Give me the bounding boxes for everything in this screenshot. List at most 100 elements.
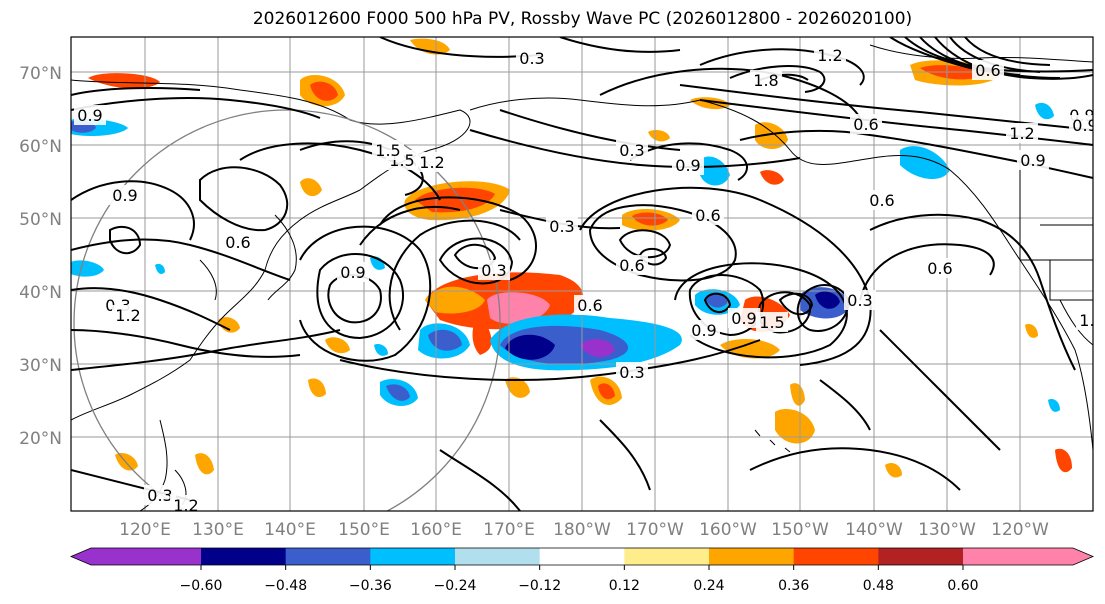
contour-label-background (372, 140, 404, 160)
contour-label-background (616, 140, 648, 160)
contour-label: 0.9 (77, 106, 102, 125)
colorbar-tick-label: −0.48 (264, 578, 307, 594)
contour-label-background (756, 312, 788, 332)
positive-anomaly-area (472, 312, 492, 355)
strong-negative-anomaly-area (815, 291, 840, 309)
positive-anomaly-area (1025, 324, 1038, 338)
contour-label-background (222, 232, 254, 252)
colorbar-segment (793, 548, 879, 565)
longitude-label: 150°E (338, 520, 390, 540)
contour-label-background (337, 262, 369, 282)
contour-label-background (728, 308, 760, 328)
latitude-label: 70°N (19, 64, 62, 84)
contour-label: 1.2 (173, 496, 198, 515)
contour-label: 0.3 (147, 486, 172, 505)
colorbar-tick-label: −0.24 (434, 578, 477, 594)
contour-label-background (1017, 150, 1049, 170)
contour-label-background (416, 152, 448, 172)
contour-label-background (688, 320, 720, 340)
colorbar-tick-label: 0.48 (863, 578, 894, 594)
colorbar-tick-label: −0.60 (180, 578, 223, 594)
latitude-labels: 70°N 60°N 50°N 40°N 30°N 20°N (19, 64, 62, 449)
positive-anomaly-area (885, 463, 902, 478)
contour-label: 0.6 (225, 233, 250, 252)
contour-label-background (1076, 310, 1093, 330)
colorbar-tick-label: 0.36 (778, 578, 809, 594)
contour-label: 0.6 (975, 61, 1000, 80)
latitude-label: 20°N (19, 429, 62, 449)
longitude-label: 120°W (991, 520, 1049, 540)
positive-anomaly-area (790, 383, 805, 406)
positive-anomaly-area (300, 178, 322, 197)
contour-label: 0.3 (519, 49, 544, 68)
reference-circle (73, 109, 501, 511)
colorbar-segment (878, 548, 964, 565)
contour-label-background (814, 45, 846, 65)
longitude-label: 140°E (264, 520, 316, 540)
contour-label-background (616, 362, 648, 382)
negative-anomaly-area (705, 294, 728, 308)
negative-anomaly-area (900, 146, 950, 180)
map-frame (70, 36, 1094, 512)
colorbar-segment (71, 548, 201, 565)
colorbar-segment (624, 548, 710, 565)
positive-anomaly-area (632, 212, 668, 226)
contour-label-background (750, 70, 782, 90)
positive-anomaly-area (648, 130, 670, 142)
colorbar-tick-label: −0.12 (518, 578, 561, 594)
contour-label: 1.2 (1079, 311, 1104, 330)
colorbar-tick-label: 0.24 (693, 578, 724, 594)
positive-anomaly-area (88, 73, 160, 89)
negative-anomaly-area (1035, 102, 1054, 120)
contour-label: 1.2 (115, 306, 140, 325)
longitude-label: 160°E (410, 520, 462, 540)
contour-label: 1.5 (759, 313, 784, 332)
latitude-label: 30°N (19, 356, 62, 376)
contour-label: 0.9 (340, 263, 365, 282)
contour-label: 0.9 (1020, 151, 1045, 170)
longitude-label: 180°W (553, 520, 611, 540)
colorbar-segment (539, 548, 625, 565)
colorbar-tick-label: 0.12 (609, 578, 640, 594)
colorbar: −0.60 −0.48 −0.36 −0.24 −0.12 0.12 0.24 0.36 0.4… (69, 547, 1095, 594)
longitude-label: 150°W (771, 520, 829, 540)
contour-label-background (170, 495, 202, 511)
contour-labels: 0.31.21.80.60.90.90.60.31.20.90.60.60.60… (74, 45, 1104, 515)
colorbar-tick-label: −0.36 (349, 578, 392, 594)
positive-anomaly-area (310, 81, 338, 101)
contour-label-background (112, 305, 144, 325)
colorbar-tick-label: 0.60 (947, 578, 978, 594)
positive-anomaly-area (325, 337, 350, 354)
positive-anomaly-area (760, 170, 784, 185)
colorbar-segment (201, 548, 287, 565)
contour-label: 0.6 (853, 115, 878, 134)
latitude-label: 60°N (19, 137, 62, 157)
colorbar-outline (69, 547, 1095, 566)
negative-anomaly-area (374, 344, 388, 356)
longitude-labels: 120°E 130°E 140°E 150°E 160°E 170°E 180°W 170°W… (119, 520, 1049, 540)
contour-label: 1.2 (419, 153, 444, 172)
longitude-label: 160°W (699, 520, 757, 540)
latitude-label: 40°N (19, 283, 62, 303)
negative-anomaly-area (1048, 399, 1060, 412)
colorbar-segment (709, 548, 795, 565)
positive-anomaly-area (598, 383, 615, 400)
contour-label-background (972, 60, 1004, 80)
longitude-label: 130°W (918, 520, 976, 540)
contour-label: 0.3 (481, 261, 506, 280)
contour-label: 0.6 (577, 296, 602, 315)
contour-label: 1.2 (1009, 124, 1034, 143)
colorbar-segment (285, 548, 371, 565)
contour-label: 0.9 (112, 186, 137, 205)
contour-label-background (144, 485, 176, 505)
contour-label: 0.6 (869, 191, 894, 210)
contour-label-background (1069, 115, 1093, 135)
negative-anomaly-area (71, 260, 104, 277)
contour-label-background (850, 114, 882, 134)
contour-label: 0.6 (619, 256, 644, 275)
contour-label-background (546, 216, 578, 236)
positive-anomaly-area (1055, 448, 1072, 473)
negative-anomaly-area (155, 263, 165, 274)
gridlines (71, 37, 1093, 511)
contour-label-background (616, 255, 648, 275)
